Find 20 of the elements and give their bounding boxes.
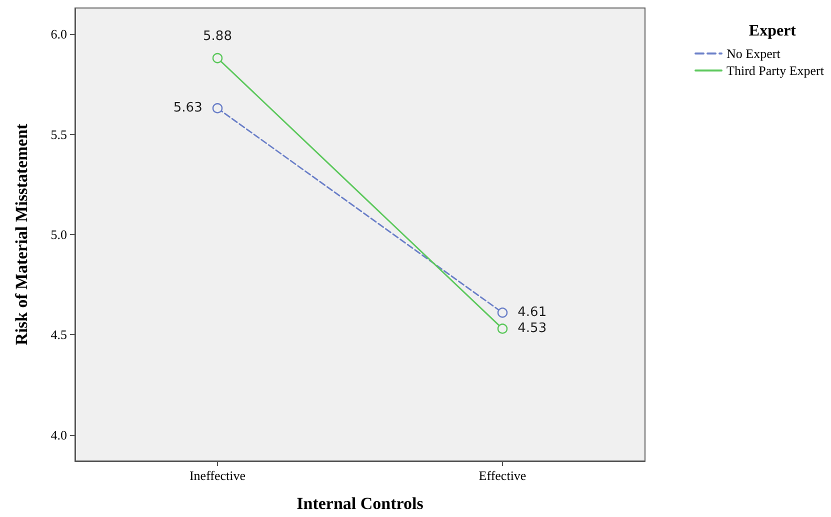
- point: [497, 324, 508, 334]
- y-axis-title: Risk of Material Misstatement: [12, 123, 31, 346]
- point: [497, 308, 508, 318]
- data-label: 5.88: [203, 28, 232, 44]
- data-label: 5.63: [173, 100, 202, 116]
- y-tick-label: 5.0: [50, 227, 67, 242]
- x-tick-label: Effective: [478, 468, 526, 483]
- legend-label: No Expert: [726, 46, 781, 61]
- y-tick-label: 4.5: [50, 327, 67, 342]
- y-tick-label: 5.5: [50, 126, 67, 142]
- y-tick-label: 4.0: [50, 427, 67, 442]
- x-axis-title: Internal Controls: [296, 494, 424, 513]
- data-label: 4.61: [518, 305, 547, 320]
- legend-label: Third Party Expert: [726, 63, 824, 78]
- point: [212, 103, 223, 114]
- y-tick-label: 6.0: [50, 26, 67, 42]
- legend-title: Expert: [748, 22, 797, 40]
- x-tick-label: Ineffective: [189, 468, 246, 483]
- data-label: 4.53: [518, 321, 547, 336]
- point: [212, 52, 223, 64]
